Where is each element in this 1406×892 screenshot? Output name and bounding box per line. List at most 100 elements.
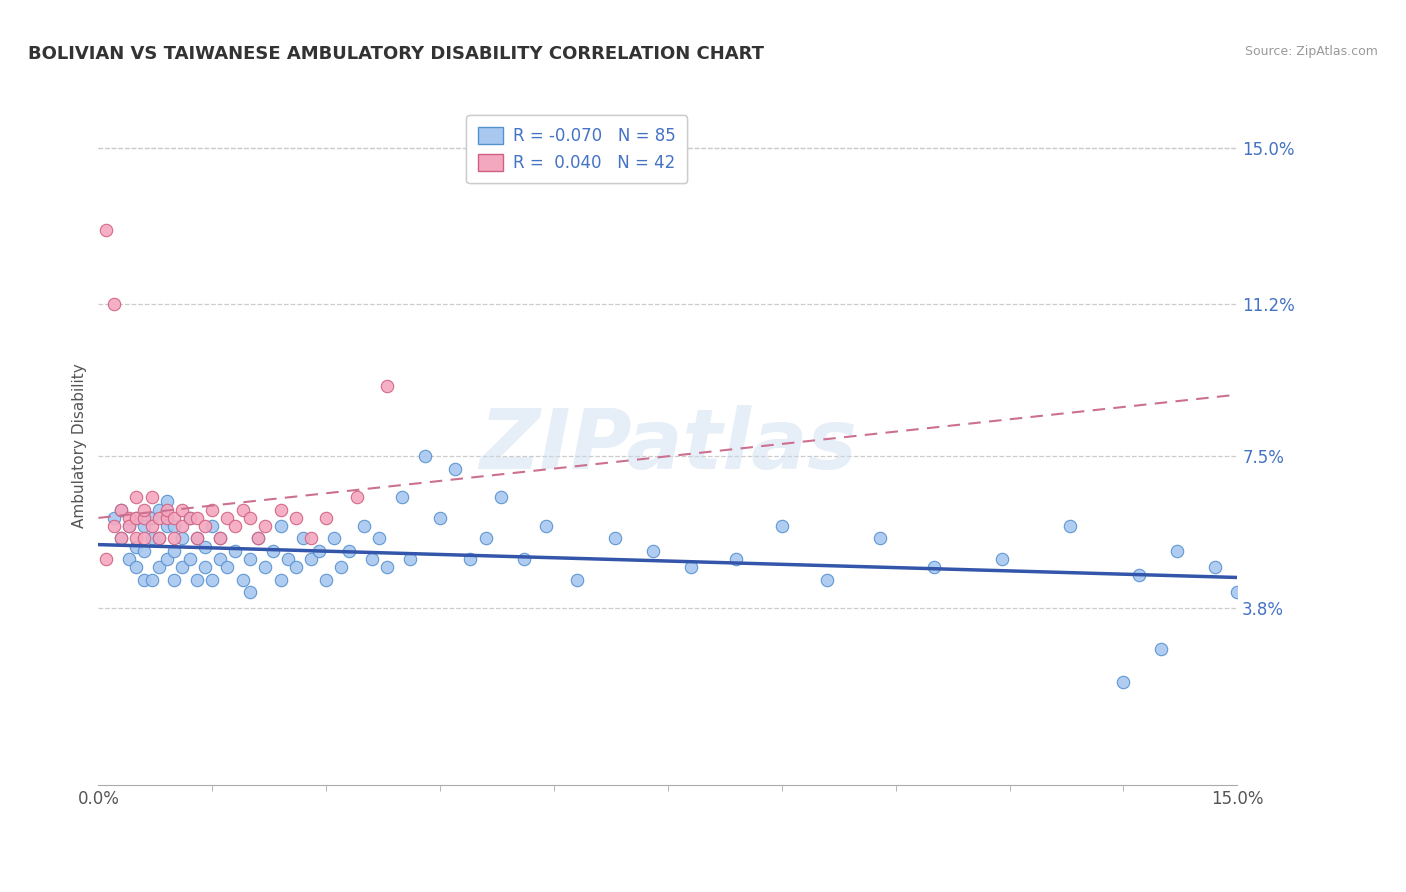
Point (413, 450, 436, 464)
Point (163, 543, 186, 558)
Point (132, 532, 155, 546)
Point (118, 519, 141, 533)
Point (512, 552, 534, 566)
Point (375, 379, 398, 393)
Point (679, 560, 702, 574)
Point (156, 494, 179, 508)
Point (270, 502, 292, 516)
Point (103, 297, 125, 311)
Point (156, 552, 179, 566)
Point (224, 519, 246, 533)
Point (148, 502, 170, 516)
Point (299, 532, 322, 546)
Point (284, 560, 307, 574)
Point (270, 573, 292, 587)
Point (308, 543, 330, 558)
Point (118, 552, 141, 566)
Point (217, 511, 239, 525)
Point (170, 519, 193, 533)
Point (163, 519, 186, 533)
Point (194, 540, 217, 554)
Point (239, 511, 262, 525)
Point (1150, 642, 1173, 657)
Point (94, 552, 117, 566)
Point (1226, 585, 1249, 599)
Point (179, 552, 201, 566)
Point (1059, 519, 1081, 533)
Point (1166, 543, 1188, 558)
Point (299, 552, 322, 566)
Point (284, 511, 307, 525)
Point (254, 560, 277, 574)
Point (565, 573, 588, 587)
Point (148, 511, 170, 525)
Point (125, 560, 148, 574)
Point (94, 223, 117, 237)
Point (1128, 568, 1150, 582)
Point (254, 519, 277, 533)
Point (460, 552, 482, 566)
Point (186, 532, 208, 546)
Point (148, 532, 170, 546)
Point (315, 573, 337, 587)
Point (725, 552, 748, 566)
Point (201, 502, 224, 516)
Point (353, 519, 375, 533)
Point (186, 511, 208, 525)
Point (163, 573, 186, 587)
Point (375, 560, 398, 574)
Point (110, 532, 132, 546)
Text: Source: ZipAtlas.com: Source: ZipAtlas.com (1244, 45, 1378, 58)
Point (208, 532, 231, 546)
Point (869, 532, 891, 546)
Point (239, 585, 262, 599)
Point (179, 511, 201, 525)
Point (132, 519, 155, 533)
Point (217, 560, 239, 574)
Point (346, 491, 368, 505)
Point (201, 573, 224, 587)
Point (118, 519, 141, 533)
Point (201, 519, 224, 533)
Text: BOLIVIAN VS TAIWANESE AMBULATORY DISABILITY CORRELATION CHART: BOLIVIAN VS TAIWANESE AMBULATORY DISABIL… (28, 45, 763, 62)
Point (125, 511, 148, 525)
Point (170, 532, 193, 546)
Point (186, 573, 208, 587)
Point (132, 502, 155, 516)
Point (208, 532, 231, 546)
Point (103, 519, 125, 533)
Point (322, 532, 344, 546)
Point (156, 511, 179, 525)
Point (641, 543, 664, 558)
Point (770, 519, 793, 533)
Point (141, 532, 163, 546)
Point (603, 532, 626, 546)
Point (337, 543, 360, 558)
Point (360, 552, 382, 566)
Point (474, 532, 496, 546)
Point (991, 552, 1014, 566)
Point (429, 511, 451, 525)
Point (368, 532, 391, 546)
Point (1204, 560, 1226, 574)
Point (132, 543, 155, 558)
Point (292, 532, 315, 546)
Point (246, 532, 269, 546)
Point (163, 511, 186, 525)
Point (170, 560, 193, 574)
Point (156, 502, 179, 516)
Point (246, 532, 269, 546)
Point (444, 461, 467, 475)
Point (232, 502, 254, 516)
Point (1112, 675, 1135, 690)
Point (103, 511, 125, 525)
Text: ZIPatlas: ZIPatlas (479, 406, 856, 486)
Point (489, 491, 512, 505)
Point (179, 511, 201, 525)
Point (232, 573, 254, 587)
Point (156, 519, 179, 533)
Point (118, 511, 141, 525)
Point (148, 532, 170, 546)
Point (270, 519, 292, 533)
Point (132, 573, 155, 587)
